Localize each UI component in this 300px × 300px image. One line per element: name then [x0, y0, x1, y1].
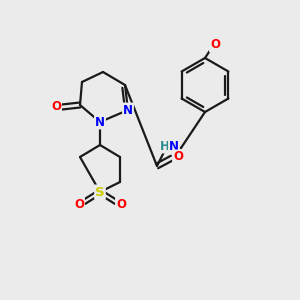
- Text: S: S: [95, 185, 105, 199]
- Text: O: O: [74, 197, 84, 211]
- Text: O: O: [51, 100, 61, 113]
- Text: O: O: [173, 151, 183, 164]
- Text: O: O: [116, 197, 126, 211]
- Text: N: N: [169, 140, 179, 152]
- Text: N: N: [95, 116, 105, 128]
- Text: N: N: [123, 103, 133, 116]
- Text: H: H: [160, 140, 170, 152]
- Text: O: O: [210, 38, 220, 52]
